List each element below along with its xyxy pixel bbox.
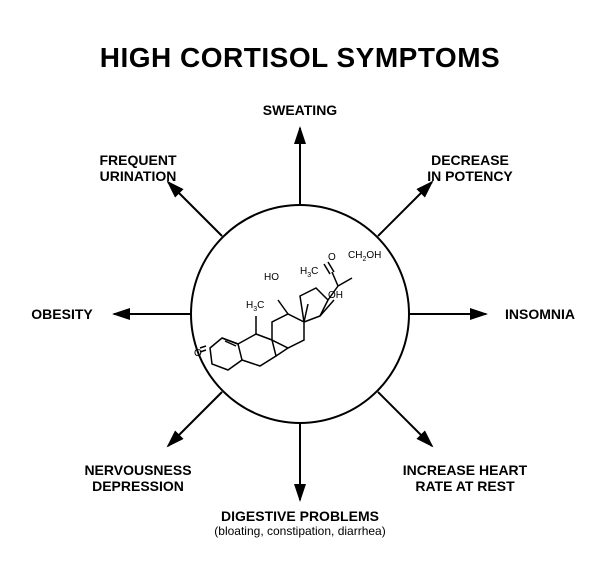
mol-label: HO [264, 272, 279, 283]
mol-label: O [328, 252, 336, 263]
mol-label: OH [328, 290, 343, 301]
mol-label: H3C [246, 300, 264, 313]
cortisol-molecule: CH2OH O H3C HO OH H3C O [0, 0, 600, 573]
mol-label: O [194, 348, 202, 359]
mol-label: H3C [300, 266, 318, 279]
mol-label: CH2OH [348, 250, 381, 263]
